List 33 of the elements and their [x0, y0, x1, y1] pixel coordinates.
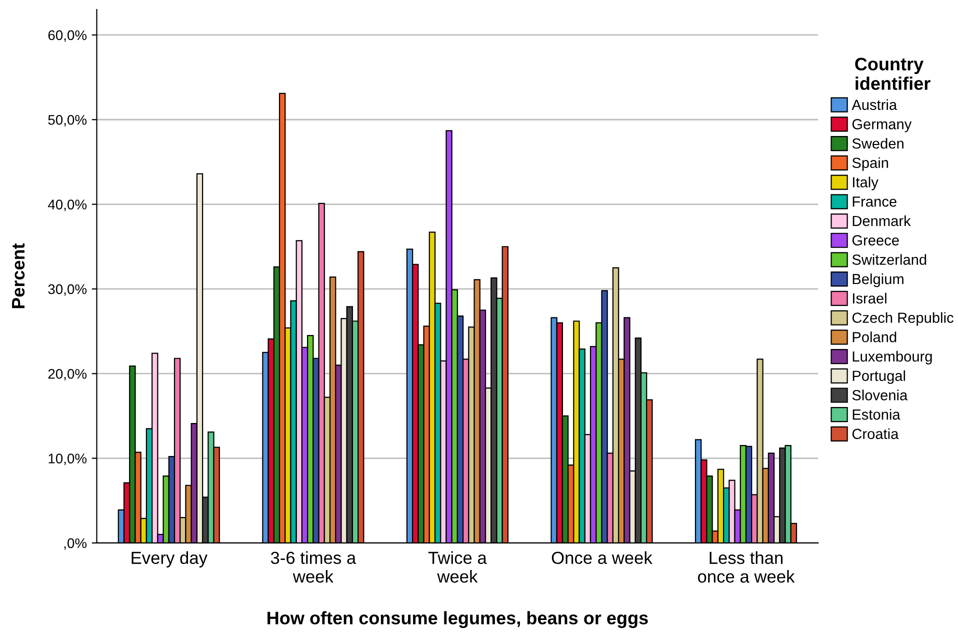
legend-label: Croatia — [852, 428, 899, 440]
x-tick-label: Every day — [132, 551, 208, 568]
y-tick-label: 30,0% — [48, 284, 87, 296]
legend-label: Spain — [852, 157, 888, 171]
x-tick-label: Twice a week — [428, 551, 487, 583]
x-tick-label: Once a week — [552, 551, 652, 564]
y-tick-label: 10,0% — [48, 454, 87, 466]
legend-label: Switzerland — [852, 254, 926, 265]
y-tick-label: 50,0% — [48, 114, 87, 126]
x-tick-label: Less than once a week — [698, 551, 795, 583]
legend-label: Sweden — [852, 138, 904, 149]
y-tick-label: 40,0% — [48, 200, 87, 212]
legend-title: Country identifier — [855, 58, 930, 90]
legend-label: Germany — [852, 119, 912, 132]
legend-label: Denmark — [852, 215, 911, 226]
legend-label: Luxembourg — [852, 350, 932, 365]
legend-label: Greece — [852, 235, 899, 246]
legend-label: Estonia — [852, 409, 900, 420]
legend-label: Belgium — [852, 273, 904, 288]
legend-label: Israel — [853, 292, 886, 304]
x-axis-title: How often consume legumes, beans or eggs — [268, 611, 648, 628]
legend-label: Italy — [853, 176, 878, 190]
y-tick-label: ,0% — [64, 538, 87, 550]
legend-label: Czech Republic — [852, 312, 954, 326]
legend-label: Portugal — [852, 370, 906, 384]
y-tick-label: 20,0% — [48, 368, 87, 380]
y-tick-label: 60,0% — [48, 30, 87, 42]
legend-label: Slovenia — [852, 390, 908, 400]
x-tick-label: 3-6 times a week — [270, 551, 356, 583]
y-axis-title: Percent — [12, 243, 25, 308]
legend-label: Austria — [852, 99, 898, 110]
legend-label: Poland — [852, 332, 896, 342]
legend-label: France — [852, 196, 896, 207]
